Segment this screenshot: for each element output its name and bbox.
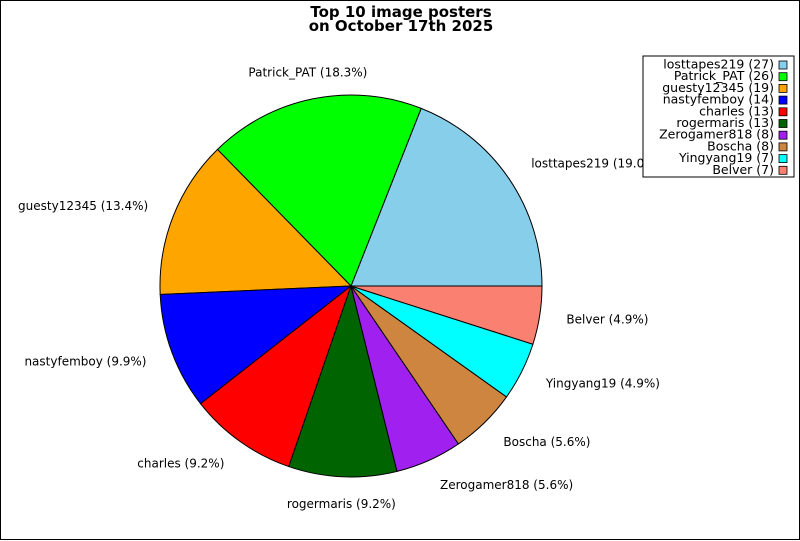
pie-slice-losttapes219 (350, 107, 543, 287)
legend-label-guesty12345: guesty12345 (19) (662, 80, 774, 95)
slice-label-Belver: Belver (4.9%) (566, 313, 648, 327)
pie-slice-Patrick_PAT (216, 94, 422, 287)
legend-swatch-rogermaris (778, 119, 788, 128)
slice-label-rogermaris: rogermaris (9.2%) (287, 497, 396, 511)
legend-label-Belver: Belver (7) (712, 162, 774, 177)
legend-swatch-Boscha (778, 142, 788, 152)
legend: losttapes219 (27)Patrick_PAT (26)guesty1… (642, 55, 795, 178)
legend-swatch-charles (778, 107, 788, 117)
pie-slice-rogermaris (288, 284, 398, 478)
slice-label-Boscha: Boscha (5.6%) (503, 435, 590, 449)
legend-swatch-Zerogamer818 (778, 130, 788, 140)
chart-title-line-2: on October 17th 2025 (309, 17, 494, 35)
chart-title-line-1: Top 10 image posters (310, 3, 491, 21)
slice-label-nastyfemboy: nastyfemboy (9.9%) (24, 355, 146, 369)
slice-label-Patrick_PAT: Patrick_PAT (18.3%) (248, 65, 367, 79)
slice-labels: losttapes219 (19.0%) Patrick_PAT (18.3%) g… (18, 65, 660, 511)
pie-slice-guesty12345 (159, 148, 353, 295)
pie-slice-charles (199, 284, 353, 468)
pie-slices (159, 94, 543, 478)
legend-box (642, 55, 795, 178)
legend-label-Yingyang19: Yingyang19 (7) (678, 150, 774, 165)
legend-label-charles: charles (13) (699, 103, 774, 118)
legend-swatch-guesty12345 (778, 84, 788, 93)
slice-label-losttapes219: losttapes219 (19.0%) (531, 156, 660, 170)
legend-label-Boscha: Boscha (8) (707, 138, 774, 153)
slice-label-guesty12345: guesty12345 (13.4%) (18, 199, 148, 213)
legend-label-Zerogamer818: Zerogamer818 (8) (659, 127, 774, 142)
pie-slice-Belver (350, 285, 543, 345)
legend-swatch-nastyfemboy (778, 95, 788, 105)
slice-label-Zerogamer818: Zerogamer818 (5.6%) (440, 478, 573, 492)
legend-label-rogermaris: rogermaris (13) (676, 115, 774, 130)
legend-swatch-Belver (778, 165, 788, 175)
legend-label-Patrick_PAT: Patrick_PAT (26) (674, 68, 774, 83)
legend-swatch-Yingyang19 (778, 154, 788, 164)
slice-label-charles: charles (9.2%) (137, 457, 224, 471)
slice-label-Yingyang19: Yingyang19 (4.9%) (545, 377, 660, 391)
legend-label-nastyfemboy: nastyfemboy (14) (663, 92, 774, 107)
legend-swatch-Patrick_PAT (778, 72, 788, 82)
pie-slice-nastyfemboy (159, 285, 353, 405)
legend-label-losttapes219: losttapes219 (27) (663, 57, 774, 72)
legend-swatch-losttapes219 (778, 60, 788, 70)
